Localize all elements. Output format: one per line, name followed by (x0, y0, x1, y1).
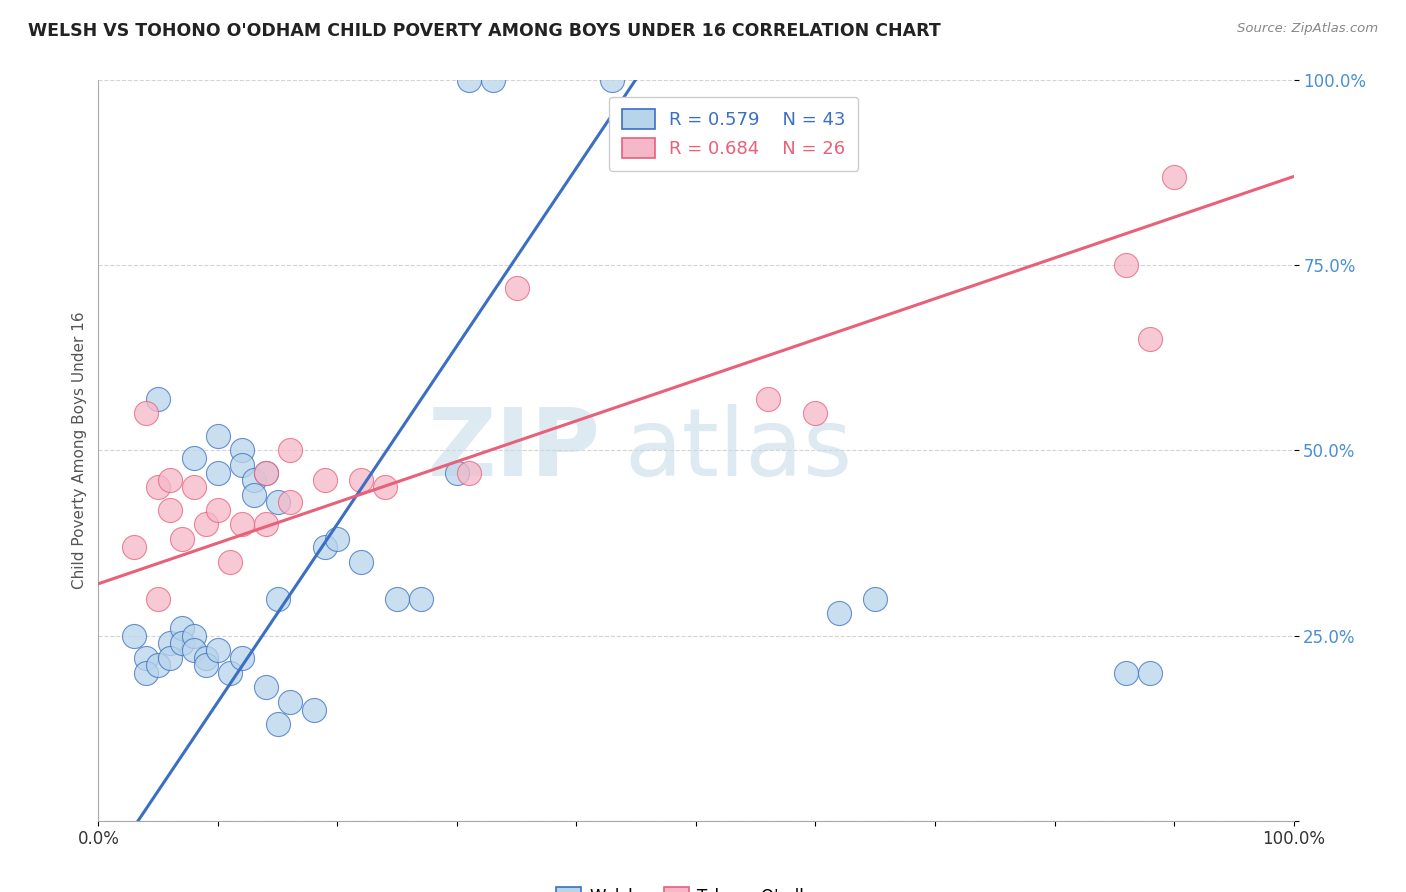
Point (124, 540, 146, 554)
Point (506, 280, 529, 294)
Point (326, 533, 349, 547)
Point (278, 695, 301, 709)
Point (1163, 169, 1185, 184)
Point (267, 495, 290, 509)
Point (385, 591, 409, 606)
Point (278, 443, 301, 458)
Point (254, 466, 277, 480)
Point (148, 658, 170, 673)
Point (374, 480, 396, 494)
Point (159, 650, 181, 665)
Point (350, 473, 373, 487)
Point (148, 591, 170, 606)
Point (183, 480, 205, 494)
Point (600, 73, 623, 87)
Point (231, 517, 253, 532)
Point (302, 703, 325, 717)
Point (481, 73, 505, 87)
Point (231, 443, 253, 458)
Point (194, 650, 217, 665)
Point (135, 650, 157, 665)
Point (1115, 665, 1137, 680)
Point (828, 607, 851, 621)
Point (159, 636, 181, 650)
Text: ZIP: ZIP (427, 404, 600, 497)
Point (1115, 259, 1137, 273)
Point (1139, 333, 1161, 347)
Point (231, 458, 253, 473)
Point (278, 495, 301, 509)
Y-axis label: Child Poverty Among Boys Under 16: Child Poverty Among Boys Under 16 (72, 311, 87, 590)
Point (863, 591, 886, 606)
Point (194, 517, 217, 532)
Legend: Welsh, Tohono O'odham: Welsh, Tohono O'odham (550, 880, 842, 892)
Point (135, 407, 157, 421)
Point (804, 407, 827, 421)
Point (315, 540, 337, 554)
Point (254, 466, 277, 480)
Point (183, 643, 205, 657)
Point (267, 591, 290, 606)
Point (159, 473, 181, 487)
Point (315, 473, 337, 487)
Point (207, 428, 229, 442)
Point (183, 450, 205, 465)
Point (231, 650, 253, 665)
Point (446, 466, 468, 480)
Point (135, 665, 157, 680)
Point (124, 628, 146, 642)
Point (254, 681, 277, 695)
Point (207, 466, 229, 480)
Point (207, 502, 229, 516)
Point (207, 643, 229, 657)
Point (172, 533, 194, 547)
Text: WELSH VS TOHONO O'ODHAM CHILD POVERTY AMONG BOYS UNDER 16 CORRELATION CHART: WELSH VS TOHONO O'ODHAM CHILD POVERTY AM… (28, 22, 941, 40)
Point (254, 517, 277, 532)
Point (1139, 665, 1161, 680)
Point (458, 73, 481, 87)
Point (183, 628, 205, 642)
Point (219, 665, 242, 680)
Point (458, 466, 481, 480)
Point (148, 392, 170, 406)
Point (172, 621, 194, 635)
Text: atlas: atlas (624, 404, 852, 497)
Point (159, 502, 181, 516)
Point (148, 480, 170, 494)
Point (243, 473, 266, 487)
Point (219, 554, 242, 569)
Point (350, 554, 373, 569)
Text: Source: ZipAtlas.com: Source: ZipAtlas.com (1237, 22, 1378, 36)
Point (756, 392, 779, 406)
Point (172, 636, 194, 650)
Point (194, 658, 217, 673)
Point (411, 591, 433, 606)
Point (267, 717, 290, 731)
Point (243, 488, 266, 502)
